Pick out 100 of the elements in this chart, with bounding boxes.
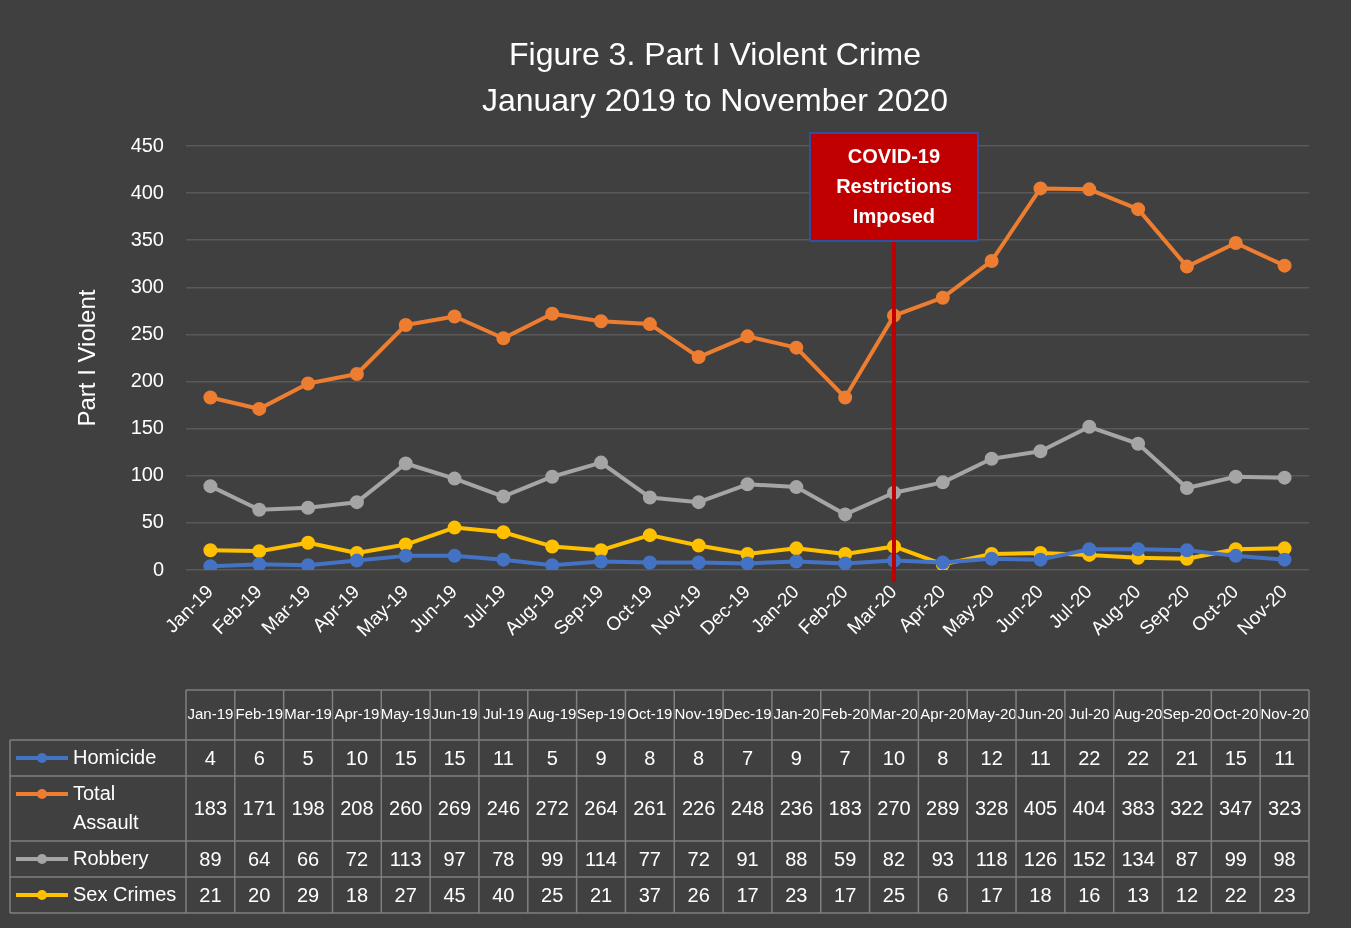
data-label: 15 (443, 746, 466, 769)
category-label: Sep-19 (576, 705, 626, 723)
data-label: 25 (882, 883, 906, 906)
data-label: 7 (741, 746, 754, 769)
category-label: May-20 (966, 705, 1017, 723)
data-label: 6 (253, 746, 265, 769)
data-label: 22 (1078, 746, 1101, 769)
data-label: 99 (1224, 847, 1247, 870)
category-label: Oct-20 (1213, 705, 1259, 723)
data-label: 22 (1224, 883, 1247, 906)
data-label: 11 (1030, 746, 1051, 769)
category-label: Feb-20 (821, 705, 869, 723)
data-label: 236 (779, 797, 814, 820)
category-label: Jul-20 (1068, 705, 1110, 723)
data-label: 323 (1267, 797, 1302, 820)
data-label: 21 (589, 883, 613, 906)
data-label: 8 (693, 746, 705, 769)
data-label: 72 (687, 847, 710, 870)
data-label: 261 (633, 797, 667, 820)
data-label: 23 (1273, 883, 1296, 906)
data-label: 113 (389, 847, 422, 870)
legend-label: Total Assault (73, 781, 140, 833)
data-label: 405 (1023, 797, 1058, 820)
data-label: 183 (828, 797, 862, 820)
data-label: 37 (638, 883, 661, 906)
category-label: Aug-19 (528, 705, 577, 723)
data-label: 126 (1023, 847, 1058, 870)
category-label: May-19 (380, 705, 431, 723)
data-label: 270 (877, 797, 911, 820)
category-label: Nov-19 (674, 705, 723, 723)
y-tick-label: 250 (130, 321, 164, 344)
data-label: 183 (193, 797, 228, 820)
y-tick-label: 450 (130, 133, 164, 156)
data-label: 6 (937, 883, 949, 906)
data-label: 198 (291, 797, 325, 820)
data-label: 22 (1126, 746, 1150, 769)
y-tick-label: 150 (130, 416, 164, 439)
category-label: Jan-20 (773, 705, 820, 723)
data-label: 7 (839, 746, 851, 769)
data-label: 93 (931, 847, 954, 870)
data-label: 15 (1224, 746, 1247, 769)
data-label: 88 (785, 847, 808, 870)
y-tick-label: 350 (130, 227, 164, 250)
data-label: 383 (1121, 797, 1155, 820)
data-label: 260 (389, 797, 423, 820)
ref-line-label: COVID-19 Restrictions Imposed (836, 144, 952, 227)
data-label: 99 (541, 847, 564, 870)
legend-label: Sex Crimes (73, 882, 177, 905)
data-label: 20 (248, 883, 271, 906)
data-label: 118 (975, 847, 1008, 870)
data-label: 208 (340, 797, 374, 820)
data-label: 9 (595, 746, 607, 769)
data-label: 11 (1274, 746, 1295, 769)
data-label: 25 (541, 883, 564, 906)
data-label: 15 (394, 746, 417, 769)
category-label: Dec-19 (723, 705, 772, 723)
y-axis-title: Part I Violent (73, 289, 101, 427)
data-label: 89 (199, 847, 222, 870)
y-tick-label: 200 (130, 369, 164, 392)
data-label: 18 (1029, 883, 1052, 906)
data-label: 9 (790, 746, 802, 769)
data-label: 8 (937, 746, 949, 769)
data-label: 10 (882, 746, 906, 769)
data-label: 23 (785, 883, 808, 906)
data-label: 12 (1175, 883, 1199, 906)
category-label: Jun-19 (431, 705, 478, 723)
category-label: Jul-19 (482, 705, 524, 723)
y-tick-label: 50 (141, 510, 164, 533)
data-label: 87 (1175, 847, 1199, 870)
data-label: 97 (443, 847, 466, 870)
data-label: 98 (1273, 847, 1296, 870)
y-tick-label: 100 (130, 463, 164, 486)
data-label: 248 (730, 797, 765, 820)
y-tick-label: 300 (130, 274, 164, 297)
data-label: 40 (492, 883, 515, 906)
data-label: 29 (296, 883, 320, 906)
data-label: 21 (199, 883, 222, 906)
data-label: 18 (345, 883, 369, 906)
data-label: 289 (926, 797, 960, 820)
data-label: 26 (687, 883, 710, 906)
data-label: 21 (1175, 746, 1199, 769)
data-label: 171 (242, 797, 276, 820)
text: Mar-20 (870, 705, 918, 723)
category-label: Jan-19 (187, 705, 234, 723)
data-label: 12 (980, 746, 1003, 769)
category-label: Nov-20 (1260, 705, 1309, 723)
data-label: 264 (584, 797, 618, 820)
category-label: Jun-20 (1017, 705, 1064, 723)
data-label: 226 (681, 797, 716, 820)
category-label: Apr-19 (334, 705, 380, 723)
data-label: 11 (492, 746, 514, 769)
data-label: 78 (492, 847, 515, 870)
data-label: 17 (834, 883, 857, 906)
data-label: 152 (1072, 847, 1106, 870)
category-label: Sep-20 (1162, 705, 1212, 723)
category-label: Oct-19 (627, 705, 673, 723)
data-label: 13 (1126, 883, 1150, 906)
legend-label: Robbery (73, 846, 149, 869)
data-label: 8 (644, 746, 656, 769)
data-label: 404 (1072, 797, 1106, 820)
